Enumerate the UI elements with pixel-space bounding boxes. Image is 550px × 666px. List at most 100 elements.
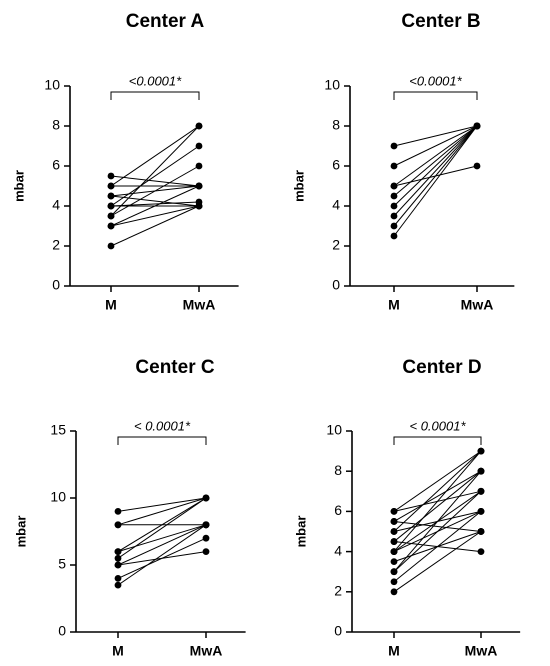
point-m bbox=[107, 202, 115, 210]
point-mwa bbox=[477, 447, 485, 455]
y-tick-label: 4 bbox=[52, 197, 60, 213]
y-tick-label: 5 bbox=[58, 556, 66, 572]
y-axis-label: mbar bbox=[13, 516, 28, 548]
y-axis-label: mbar bbox=[11, 170, 26, 202]
y-tick-label: 8 bbox=[332, 117, 340, 133]
point-mwa bbox=[477, 467, 485, 475]
point-m bbox=[390, 508, 398, 515]
x-tick-label: M bbox=[112, 643, 124, 659]
y-tick-label: 2 bbox=[334, 583, 342, 599]
point-mwa bbox=[477, 528, 485, 535]
x-tick-label: M bbox=[105, 297, 117, 313]
pair-line bbox=[117, 497, 207, 526]
pair-line bbox=[110, 145, 200, 207]
panels: Center A mbar 0 2 4 6 8 10 M MwA <0.0001* Center B m… bbox=[11, 11, 521, 659]
y-tick-label: 8 bbox=[334, 462, 342, 478]
panel-1: Center B mbar 0 2 4 6 8 10 M MwA <0.0001* bbox=[291, 11, 515, 313]
pair-line bbox=[117, 524, 207, 586]
point-mwa bbox=[202, 548, 210, 555]
point-mwa bbox=[195, 142, 203, 150]
pair-line bbox=[393, 125, 478, 237]
panel-2: Center C mbar 0 5 10 15 M MwA < 0.0001* bbox=[13, 357, 246, 659]
y-tick-label: 0 bbox=[332, 277, 340, 293]
pair-line bbox=[393, 490, 482, 512]
point-m bbox=[107, 192, 115, 200]
y-tick-label: 0 bbox=[58, 623, 66, 639]
point-m bbox=[114, 521, 122, 529]
y-tick-label: 6 bbox=[332, 157, 340, 173]
pair-line bbox=[110, 125, 200, 217]
point-m bbox=[390, 588, 398, 596]
pair-line bbox=[393, 125, 478, 217]
point-m bbox=[107, 172, 115, 180]
pair-line bbox=[393, 510, 482, 553]
pair-line bbox=[393, 450, 482, 512]
pair-line bbox=[393, 531, 482, 593]
pair-line bbox=[393, 470, 482, 542]
pair-line bbox=[110, 205, 200, 247]
pair-line bbox=[393, 165, 478, 187]
point-m bbox=[114, 508, 122, 515]
point-mwa bbox=[477, 487, 485, 495]
pair-line bbox=[393, 470, 482, 522]
point-m bbox=[390, 558, 398, 566]
pair-line bbox=[393, 125, 478, 207]
point-m bbox=[114, 554, 122, 562]
point-m bbox=[107, 242, 115, 250]
significance-bracket bbox=[117, 436, 207, 445]
pair-line bbox=[117, 497, 207, 512]
significance-label: < 0.0001* bbox=[409, 418, 466, 433]
y-tick-label: 4 bbox=[332, 197, 340, 213]
point-m bbox=[390, 578, 398, 586]
point-m bbox=[390, 528, 398, 535]
y-axis-label: mbar bbox=[291, 170, 306, 202]
significance-bracket bbox=[393, 436, 482, 445]
pair-line bbox=[110, 205, 200, 227]
panel-0: Center A mbar 0 2 4 6 8 10 M MwA <0.0001* bbox=[11, 11, 239, 313]
point-mwa bbox=[202, 521, 210, 529]
significance-bracket bbox=[110, 91, 200, 100]
y-tick-label: 10 bbox=[50, 489, 66, 505]
pair-line bbox=[393, 125, 478, 167]
pair-line bbox=[393, 541, 482, 553]
point-m bbox=[107, 182, 115, 190]
y-tick-label: 0 bbox=[52, 277, 60, 293]
point-m bbox=[390, 538, 398, 545]
pair-line bbox=[117, 524, 207, 553]
x-tick-label: MwA bbox=[183, 297, 216, 313]
point-m bbox=[390, 232, 398, 240]
point-m bbox=[107, 212, 115, 220]
point-mwa bbox=[195, 182, 203, 190]
x-tick-label: M bbox=[388, 643, 400, 659]
y-tick-label: 8 bbox=[52, 117, 60, 133]
pair-line bbox=[393, 510, 482, 532]
pair-line bbox=[393, 450, 482, 532]
point-mwa bbox=[477, 548, 485, 555]
point-m bbox=[390, 202, 398, 210]
pair-line bbox=[110, 195, 200, 207]
chart-title: Center B bbox=[401, 11, 480, 32]
pair-line bbox=[110, 201, 200, 207]
chart-title: Center D bbox=[402, 357, 481, 378]
y-axis-label: mbar bbox=[293, 516, 308, 548]
pair-line bbox=[393, 520, 482, 532]
pair-line bbox=[110, 185, 200, 197]
point-m bbox=[390, 182, 398, 190]
y-tick-label: 10 bbox=[44, 77, 60, 93]
point-m bbox=[114, 561, 122, 569]
pair-line bbox=[393, 125, 478, 147]
point-m bbox=[390, 568, 398, 576]
x-tick-label: MwA bbox=[461, 297, 494, 313]
point-m bbox=[390, 518, 398, 525]
point-mwa bbox=[202, 494, 210, 502]
y-tick-label: 10 bbox=[324, 77, 340, 93]
point-m bbox=[114, 575, 122, 582]
pair-line bbox=[110, 125, 200, 187]
point-mwa bbox=[202, 534, 210, 542]
pair-line bbox=[117, 524, 207, 566]
point-m bbox=[114, 548, 122, 555]
point-m bbox=[390, 222, 398, 230]
point-mwa bbox=[473, 122, 481, 130]
point-mwa bbox=[195, 162, 203, 170]
